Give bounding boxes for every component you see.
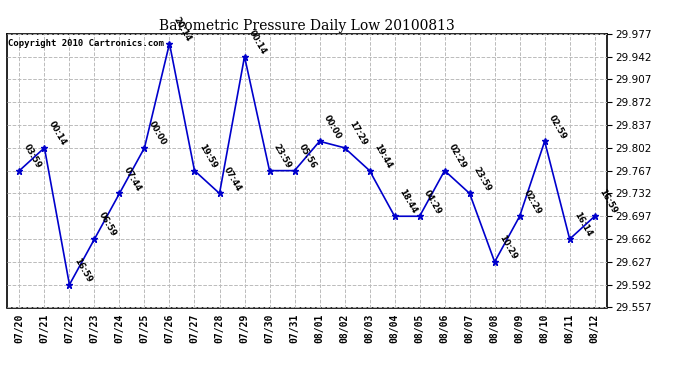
Text: 07:44: 07:44 [122,165,143,193]
Text: 23:59: 23:59 [472,165,493,193]
Text: 05:56: 05:56 [297,142,318,170]
Text: 23:59: 23:59 [272,142,293,170]
Text: 19:59: 19:59 [197,142,218,170]
Text: 20:14: 20:14 [172,15,193,43]
Text: 04:29: 04:29 [422,188,443,216]
Text: Copyright 2010 Cartronics.com: Copyright 2010 Cartronics.com [8,39,164,48]
Text: 19:44: 19:44 [372,142,393,170]
Title: Barometric Pressure Daily Low 20100813: Barometric Pressure Daily Low 20100813 [159,19,455,33]
Text: 00:00: 00:00 [322,113,343,141]
Text: 18:44: 18:44 [397,188,418,216]
Text: 03:59: 03:59 [22,142,43,170]
Text: 10:29: 10:29 [497,234,518,261]
Text: 17:29: 17:29 [347,120,368,147]
Text: 16:59: 16:59 [72,256,93,284]
Text: 02:29: 02:29 [447,142,469,170]
Text: 00:14: 00:14 [247,28,268,56]
Text: 00:00: 00:00 [147,120,168,147]
Text: 02:29: 02:29 [522,188,543,216]
Text: 07:44: 07:44 [222,165,243,193]
Text: 06:59: 06:59 [97,211,118,238]
Text: 00:14: 00:14 [47,120,68,147]
Text: 16:14: 16:14 [572,211,593,238]
Text: 02:59: 02:59 [547,113,569,141]
Text: 16:59: 16:59 [598,188,618,216]
